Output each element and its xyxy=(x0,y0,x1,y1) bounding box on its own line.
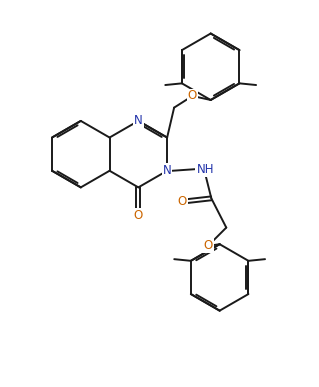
Text: O: O xyxy=(177,195,187,208)
Text: O: O xyxy=(188,89,197,103)
Text: O: O xyxy=(204,240,213,252)
Text: NH: NH xyxy=(197,163,214,176)
Text: N: N xyxy=(163,164,172,177)
Text: O: O xyxy=(134,209,143,222)
Text: N: N xyxy=(134,115,143,127)
